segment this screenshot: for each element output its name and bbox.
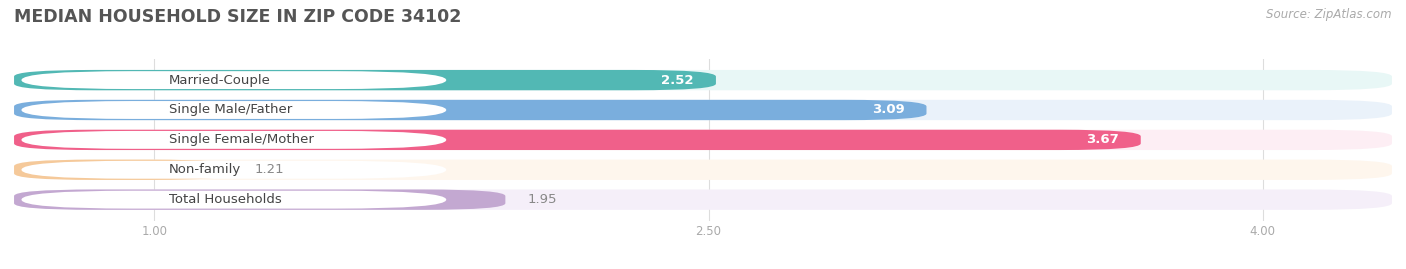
- FancyBboxPatch shape: [14, 100, 927, 120]
- FancyBboxPatch shape: [21, 191, 446, 208]
- FancyBboxPatch shape: [14, 70, 1392, 90]
- FancyBboxPatch shape: [14, 130, 1140, 150]
- FancyBboxPatch shape: [14, 189, 1392, 210]
- FancyBboxPatch shape: [14, 70, 716, 90]
- Text: Single Male/Father: Single Male/Father: [169, 104, 292, 116]
- Text: Total Households: Total Households: [169, 193, 283, 206]
- Text: Non-family: Non-family: [169, 163, 242, 176]
- FancyBboxPatch shape: [21, 131, 446, 149]
- Text: Married-Couple: Married-Couple: [169, 74, 271, 87]
- FancyBboxPatch shape: [21, 71, 446, 89]
- FancyBboxPatch shape: [14, 100, 1392, 120]
- FancyBboxPatch shape: [21, 161, 446, 179]
- FancyBboxPatch shape: [14, 130, 1392, 150]
- Text: 3.67: 3.67: [1085, 133, 1119, 146]
- Text: 3.09: 3.09: [872, 104, 904, 116]
- FancyBboxPatch shape: [14, 160, 1392, 180]
- Text: 1.95: 1.95: [527, 193, 557, 206]
- Text: MEDIAN HOUSEHOLD SIZE IN ZIP CODE 34102: MEDIAN HOUSEHOLD SIZE IN ZIP CODE 34102: [14, 8, 461, 26]
- Text: Single Female/Mother: Single Female/Mother: [169, 133, 314, 146]
- Text: Source: ZipAtlas.com: Source: ZipAtlas.com: [1267, 8, 1392, 21]
- FancyBboxPatch shape: [21, 101, 446, 119]
- FancyBboxPatch shape: [14, 160, 232, 180]
- FancyBboxPatch shape: [14, 189, 505, 210]
- Text: 1.21: 1.21: [254, 163, 284, 176]
- Text: 2.52: 2.52: [661, 74, 693, 87]
